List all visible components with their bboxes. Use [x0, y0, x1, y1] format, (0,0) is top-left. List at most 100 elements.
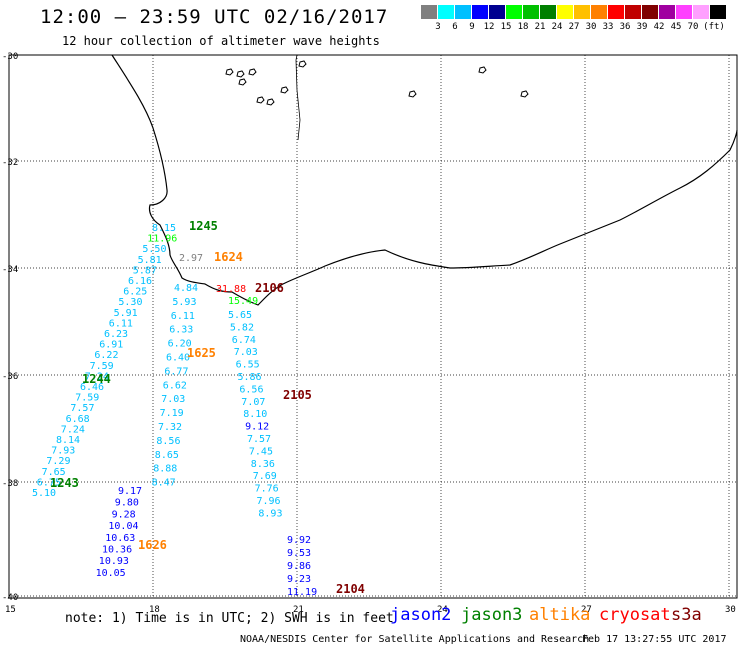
- wave-height-value: 6.22: [94, 350, 118, 361]
- wave-height-value: 8.88: [153, 464, 177, 475]
- wave-height-value: 5.10: [32, 488, 56, 499]
- legend-swatch: [710, 5, 726, 19]
- wave-height-value: 7.57: [247, 434, 271, 445]
- wave-height-value: 8.10: [243, 409, 267, 420]
- legend-label: 30: [585, 22, 597, 32]
- wave-height-value: 6.62: [163, 380, 187, 391]
- map-title: 12:00 – 23:59 UTC 02/16/2017: [40, 6, 389, 28]
- wave-height-value: 5.93: [172, 297, 196, 308]
- map-frame: -30 -32 -34 -36 -38 -40 15 18 21 24 27 30: [2, 52, 738, 615]
- legend-unit: (ft): [703, 22, 725, 32]
- wave-height-value: 7.57: [70, 403, 94, 414]
- wave-height-value: 8.36: [251, 459, 275, 470]
- lon-tick-label: 21: [293, 605, 304, 615]
- lon-tick-label: 27: [581, 605, 592, 615]
- wave-height-value: 7.59: [75, 393, 99, 404]
- wave-height-value: 6.23: [104, 329, 128, 340]
- timestamp: Feb 17 13:27:55 UTC 2017: [582, 634, 727, 645]
- legend-label: 45: [670, 22, 682, 32]
- lat-tick-label: -30: [2, 52, 18, 62]
- legend-swatch: [608, 5, 624, 19]
- wave-height-value: 6.20: [168, 339, 192, 350]
- wave-height-value: 7.69: [253, 471, 277, 482]
- legend-label: 33: [602, 22, 614, 32]
- legend-label: 18: [517, 22, 529, 32]
- wave-height-value: 10.63: [105, 533, 135, 544]
- legend-swatch: [557, 5, 573, 19]
- legend-label: 24: [551, 22, 563, 32]
- legend-swatch: [472, 5, 488, 19]
- legend-swatch: [642, 5, 658, 19]
- lon-tick-label: 30: [725, 605, 736, 615]
- legend-label: 42: [653, 22, 665, 32]
- island: [520, 90, 529, 98]
- wave-height-value: 6.46: [80, 382, 104, 393]
- wave-height-value: 8.93: [258, 508, 282, 519]
- pass-time-label: 1245: [189, 219, 218, 233]
- wave-height-value: 8.14: [56, 435, 80, 446]
- lon-tick-label: 24: [437, 605, 448, 615]
- legend-swatch: [523, 5, 539, 19]
- wave-height-value: 10.36: [102, 545, 132, 556]
- wave-height-value: 4.84: [174, 283, 198, 294]
- legend-swatch: [574, 5, 590, 19]
- satellite-key-cryosat: cryosat: [599, 605, 671, 625]
- lat-tick-label: -38: [2, 479, 18, 489]
- lon-tick-label: 15: [5, 605, 16, 615]
- wave-height-value: 5.81: [138, 255, 162, 266]
- pass-time-label: 1244: [82, 372, 111, 386]
- legend-swatch: [421, 5, 437, 19]
- legend-swatch: [693, 5, 709, 19]
- wave-height-value: 7.32: [158, 422, 182, 433]
- wave-height-value: 8.56: [156, 436, 180, 447]
- island: [238, 78, 247, 86]
- wave-height-value: 6.55: [236, 360, 260, 371]
- lat-tick-label: -32: [2, 158, 18, 168]
- wave-height-value: 7.24: [85, 371, 109, 382]
- island: [225, 68, 234, 76]
- island: [408, 90, 417, 98]
- wave-height-value: 7.19: [160, 408, 184, 419]
- wave-height-value: 7.07: [241, 397, 265, 408]
- wave-height-value: 8.47: [152, 478, 176, 489]
- wave-height-value: 6.74: [232, 335, 256, 346]
- island: [298, 60, 307, 68]
- satellite-key-jason3: jason3: [461, 605, 523, 625]
- lat-tick-label: -34: [2, 265, 18, 275]
- legend-label: 9: [469, 22, 475, 32]
- wave-height-value: 5.82: [230, 322, 254, 333]
- legend-label: 39: [636, 22, 648, 32]
- legend-swatch: [659, 5, 675, 19]
- wave-height-value: 7.59: [90, 361, 114, 372]
- island: [248, 68, 257, 76]
- wave-height-value: 6.75: [37, 477, 61, 488]
- wave-height-value: 7.76: [255, 484, 279, 495]
- coastline-path: [111, 54, 738, 306]
- legend-swatch: [438, 5, 454, 19]
- wave-height-value: 6.11: [109, 318, 133, 329]
- wave-height-value: 5.91: [114, 308, 138, 319]
- satellite-key-s3a: s3a: [671, 605, 702, 625]
- wave-height-value: 9.12: [245, 422, 269, 433]
- satellite-key-altika: altika: [529, 605, 591, 625]
- wave-height-value: 9.92: [287, 535, 311, 546]
- wave-height-value: 9.17: [118, 486, 142, 497]
- wave-height-value: 9.86: [287, 561, 311, 572]
- wave-height-value: 5.87: [133, 265, 157, 276]
- legend-swatch: [489, 5, 505, 19]
- wave-height-value: 6.11: [171, 311, 195, 322]
- wave-height-value: 5.50: [142, 244, 166, 255]
- coastline: [111, 54, 738, 306]
- wave-height-value: 31.88: [216, 284, 246, 295]
- wave-height-value: 9.28: [112, 509, 136, 520]
- wave-height-value: 9.53: [287, 548, 311, 559]
- pass-time-label: 1626: [138, 538, 167, 552]
- wave-height-value: 6.91: [99, 340, 123, 351]
- island: [256, 96, 265, 104]
- lon-tick-label: 18: [149, 605, 160, 615]
- island: [266, 98, 275, 106]
- wave-height-value: 6.77: [164, 366, 188, 377]
- legend-label: 21: [534, 22, 546, 32]
- wave-height-value: 7.93: [51, 446, 75, 457]
